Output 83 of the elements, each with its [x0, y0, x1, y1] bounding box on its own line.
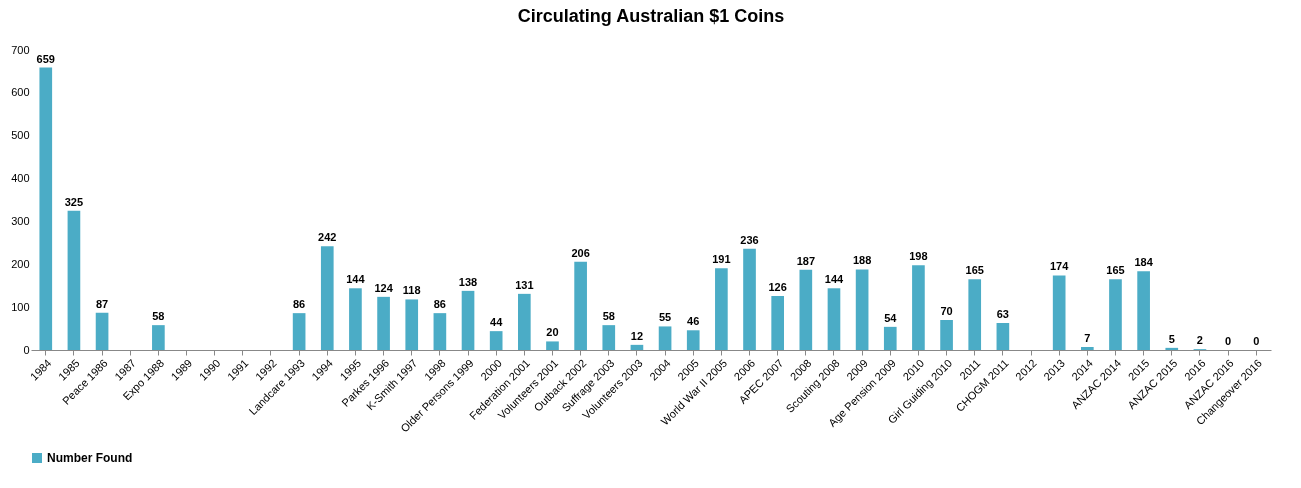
y-tick-label: 500	[11, 129, 30, 142]
data-label: 174	[1049, 260, 1070, 273]
data-label: 86	[433, 298, 446, 311]
bar	[996, 323, 1010, 350]
bar	[799, 269, 813, 350]
data-label: 0	[1253, 335, 1260, 347]
y-tick-label: 0	[23, 343, 30, 356]
data-label: 165	[1106, 264, 1125, 277]
data-label: 138	[458, 275, 478, 288]
bar	[39, 67, 53, 350]
bar	[349, 288, 362, 350]
data-label: 206	[571, 246, 590, 259]
y-tick-label: 600	[11, 86, 30, 99]
data-label: 144	[346, 273, 366, 286]
bar	[377, 296, 390, 350]
bar	[912, 265, 925, 350]
data-label: 86	[293, 298, 306, 311]
data-label: 188	[852, 254, 872, 267]
data-label: 187	[796, 254, 815, 267]
bar	[574, 261, 587, 350]
data-label: 659	[36, 52, 55, 65]
bar	[827, 288, 841, 350]
data-label: 236	[740, 233, 759, 246]
bar	[433, 313, 447, 350]
bar	[715, 268, 728, 350]
data-label: 20	[546, 326, 559, 339]
data-label: 63	[996, 308, 1009, 320]
data-label: 198	[909, 250, 928, 263]
bar	[95, 312, 109, 350]
bar	[743, 248, 756, 350]
data-label: 124	[374, 281, 394, 294]
data-label: 184	[1134, 256, 1154, 269]
data-label: 70	[940, 305, 953, 317]
chart-title: Circulating Australian $1 Coins	[517, 6, 785, 26]
data-label: 58	[602, 310, 615, 323]
bar	[292, 313, 306, 350]
data-label: 191	[712, 253, 731, 266]
y-tick-label: 300	[11, 214, 30, 227]
data-label: 242	[318, 231, 337, 244]
data-label: 144	[824, 273, 845, 286]
bar	[461, 290, 475, 350]
y-tick-label: 200	[11, 257, 30, 270]
data-label: 0	[1225, 335, 1232, 347]
bar	[686, 330, 700, 350]
data-label: 58	[152, 310, 165, 323]
bar	[602, 325, 616, 350]
bar	[546, 341, 559, 350]
y-tick-label: 100	[11, 300, 30, 313]
data-label: 126	[768, 281, 787, 293]
data-label: 5	[1168, 332, 1175, 345]
data-label: 2	[1196, 334, 1203, 347]
bar	[405, 299, 419, 350]
data-label: 118	[402, 284, 421, 297]
y-tick-label: 700	[11, 43, 30, 56]
bar	[968, 279, 982, 350]
data-label: 12	[630, 329, 644, 342]
bar	[1109, 279, 1122, 350]
bar	[630, 344, 644, 350]
data-label: 44	[490, 316, 504, 329]
data-label: 165	[965, 264, 984, 277]
bar	[517, 293, 531, 350]
data-label: 54	[884, 311, 898, 324]
bar	[1080, 347, 1094, 350]
data-label: 325	[64, 195, 84, 208]
y-tick-label: 400	[11, 172, 30, 185]
bar	[489, 331, 503, 350]
data-label: 131	[515, 278, 534, 291]
data-label: 7	[1084, 332, 1091, 344]
bar	[658, 326, 672, 350]
bar	[67, 210, 81, 350]
bar	[883, 326, 897, 350]
data-label: 87	[95, 297, 109, 310]
data-label: 55	[658, 311, 672, 324]
bar	[940, 320, 953, 350]
legend-label: Number Found	[47, 451, 133, 465]
bar	[1137, 271, 1150, 350]
bar	[320, 246, 334, 350]
bar	[1052, 275, 1066, 350]
bar	[152, 325, 165, 350]
bar	[1165, 347, 1179, 350]
data-label: 46	[687, 315, 700, 328]
bar	[855, 269, 869, 350]
bar	[771, 296, 785, 350]
